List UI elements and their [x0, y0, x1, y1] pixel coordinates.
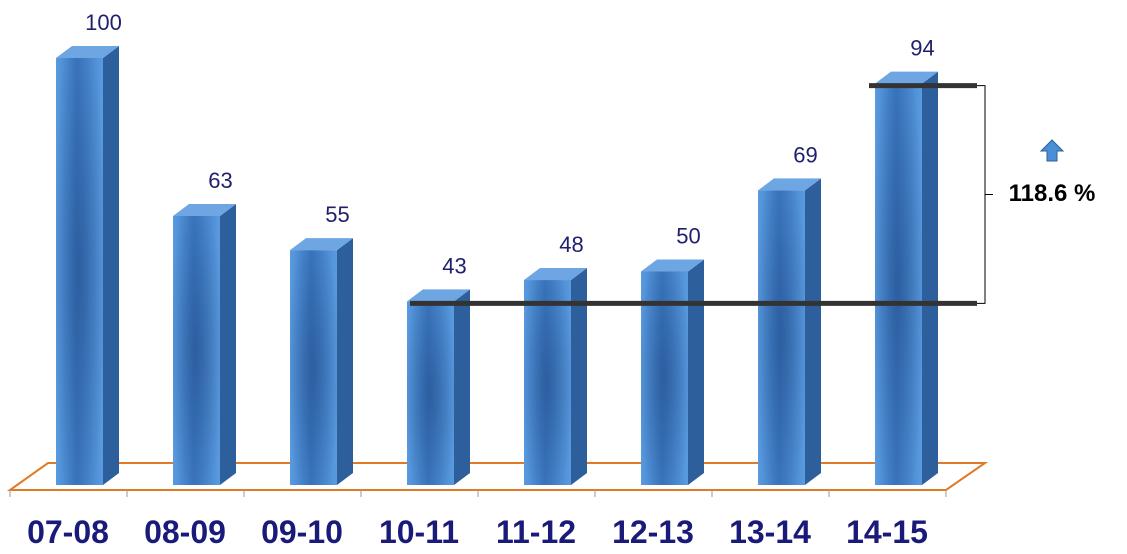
bar-shade — [407, 301, 454, 485]
bar-value-label: 50 — [676, 224, 700, 249]
chart-floor — [6, 462, 989, 497]
bar-side — [688, 259, 704, 485]
bar-shade — [56, 58, 103, 485]
x-tick-label: 10-11 — [379, 514, 459, 550]
bar-value-label: 63 — [208, 168, 232, 193]
bar — [173, 203, 236, 486]
bar-top — [641, 259, 704, 272]
bar-value-label: 43 — [442, 253, 466, 278]
bar-top — [407, 289, 470, 302]
bar-top — [875, 71, 938, 84]
bar-side — [805, 178, 821, 485]
bar — [758, 178, 821, 485]
floor-plane — [6, 462, 989, 491]
bar-value-label: 94 — [910, 36, 934, 61]
x-tick-label: 13-14 — [729, 514, 811, 550]
bar-value-label: 100 — [85, 10, 122, 35]
bar-value-label: 48 — [559, 232, 583, 257]
bar-shade — [173, 215, 220, 486]
bar — [875, 71, 938, 486]
x-tick-label: 07-08 — [27, 514, 109, 550]
bar-value-label: 55 — [325, 202, 349, 227]
bar-top — [758, 178, 821, 191]
x-tick-label: 11-12 — [496, 514, 576, 550]
bar — [56, 46, 119, 485]
bar — [407, 289, 470, 485]
x-tick-label: 14-15 — [846, 514, 928, 550]
bar-shade — [524, 280, 571, 485]
change-annotation: 118.6 % — [410, 83, 1096, 306]
bar — [524, 268, 587, 485]
bar-shade — [641, 271, 688, 485]
change-percent-label: 118.6 % — [1009, 180, 1096, 207]
bar-side — [337, 238, 353, 485]
category-labels: 07-08 08-09 09-10 10-11 11-12 12-13 13-14 14-15 — [27, 514, 928, 550]
bar-side — [220, 203, 236, 486]
up-arrow-icon — [1039, 139, 1065, 162]
x-tick-label: 08-09 — [144, 514, 226, 550]
value-labels: 100 63 55 43 48 50 69 94 — [85, 10, 935, 278]
bar-side — [922, 71, 938, 486]
bar-series — [56, 46, 938, 486]
bar-shade — [290, 250, 337, 485]
bar-shade — [875, 83, 922, 486]
change-bracket — [977, 85, 993, 304]
bar-value-label: 69 — [793, 142, 817, 167]
bar-side — [454, 289, 470, 485]
bar-shade — [758, 190, 805, 485]
bar-top — [290, 238, 353, 251]
x-tick-label: 12-13 — [612, 514, 694, 550]
bar-top — [524, 268, 587, 281]
bar-side — [103, 46, 119, 485]
bar-top — [56, 46, 119, 58]
bar — [641, 259, 704, 485]
bar — [290, 238, 353, 485]
x-tick-label: 09-10 — [261, 514, 343, 550]
bar-side — [571, 268, 587, 485]
bar-top — [173, 203, 236, 216]
